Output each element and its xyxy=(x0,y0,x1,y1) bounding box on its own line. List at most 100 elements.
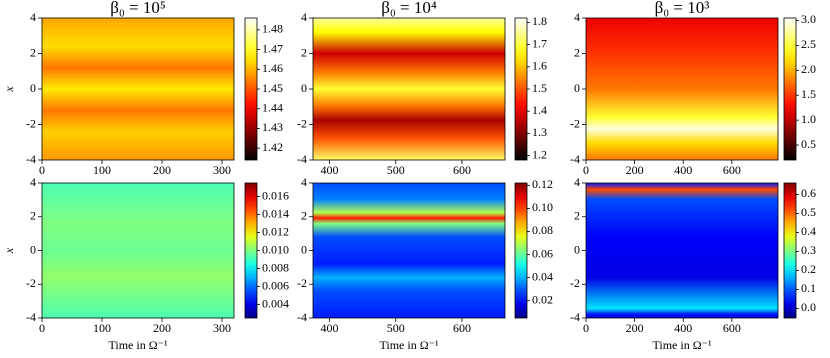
x-tick-label: 200 xyxy=(153,321,171,335)
x-tick-label: 200 xyxy=(626,321,644,335)
x-axis-label: Time in Ω⁻¹ xyxy=(379,338,438,352)
colorbar-tick-label: 0.3 xyxy=(801,243,816,257)
colorbar-tick-label: 0.02 xyxy=(532,292,553,306)
colorbar xyxy=(783,17,797,161)
x-tick-label: 400 xyxy=(321,163,339,177)
colorbar-tick-label: 0.010 xyxy=(262,242,289,256)
y-tick-label: -4 xyxy=(26,152,36,166)
y-tick-label: 0 xyxy=(30,81,36,95)
panel-title: β₀ = 10³ xyxy=(655,0,710,17)
colorbar-tick-label: 0.5 xyxy=(801,205,816,219)
heatmap-image xyxy=(586,183,778,318)
x-tick-label: 500 xyxy=(387,163,405,177)
colorbar-tick-label: 1.0 xyxy=(801,112,816,126)
y-tick-label: 2 xyxy=(30,45,36,59)
y-tick-label: -2 xyxy=(297,276,307,290)
colorbar-tick-label: 1.42 xyxy=(262,140,283,154)
colorbar-tick-label: 0.4 xyxy=(801,224,816,238)
y-tick-label: -4 xyxy=(570,310,580,324)
colorbar-tick-label: 0.04 xyxy=(532,269,553,283)
colorbar xyxy=(514,182,528,319)
heatmap-image xyxy=(586,18,778,160)
colorbar-tick-label: 1.5 xyxy=(532,81,547,95)
y-tick-label: -2 xyxy=(26,116,36,130)
heatmap-image xyxy=(313,183,505,318)
x-axis-label: Time in Ω⁻¹ xyxy=(652,338,711,352)
x-tick-label: 600 xyxy=(723,163,741,177)
colorbar-tick-label: 1.5 xyxy=(801,87,816,101)
x-axis-label: Time in Ω⁻¹ xyxy=(108,338,167,352)
y-tick-label: -4 xyxy=(297,152,307,166)
heatmap-image xyxy=(42,183,234,318)
y-axis-label: x xyxy=(2,86,16,93)
colorbar-tick-label: 0.016 xyxy=(262,188,289,202)
y-tick-label: -2 xyxy=(297,116,307,130)
colorbar-tick-label: 0.014 xyxy=(262,206,289,220)
y-tick-label: -2 xyxy=(26,276,36,290)
y-tick-label: -4 xyxy=(26,310,36,324)
y-tick-label: 2 xyxy=(301,45,307,59)
x-tick-label: 400 xyxy=(674,321,692,335)
y-tick-label: 2 xyxy=(301,209,307,223)
x-tick-label: 0 xyxy=(39,163,45,177)
colorbar-tick-label: 3.0 xyxy=(801,12,816,26)
colorbar-tick-label: 1.47 xyxy=(262,41,283,55)
x-tick-label: 100 xyxy=(93,321,111,335)
colorbar xyxy=(244,17,258,161)
colorbar xyxy=(514,17,528,161)
colorbar-tick-label: 0.2 xyxy=(801,262,816,276)
colorbar-tick-label: 0.5 xyxy=(801,137,816,151)
y-tick-label: -4 xyxy=(297,310,307,324)
colorbar-tick-label: 1.6 xyxy=(532,59,547,73)
colorbar-tick-label: 0.0 xyxy=(801,300,816,314)
x-tick-label: 100 xyxy=(93,163,111,177)
y-tick-label: -2 xyxy=(570,276,580,290)
panel-title: β₀ = 10⁴ xyxy=(381,0,437,17)
colorbar-tick-label: 0.012 xyxy=(262,224,289,238)
colorbar-tick-label: 1.2 xyxy=(532,147,547,161)
colorbar-tick-label: 0.12 xyxy=(532,177,553,191)
colorbar-tick-label: 0.006 xyxy=(262,278,289,292)
y-tick-label: 0 xyxy=(301,81,307,95)
y-tick-label: 0 xyxy=(30,242,36,256)
y-tick-label: 2 xyxy=(574,45,580,59)
colorbar-tick-label: 0.10 xyxy=(532,200,553,214)
colorbar-tick-label: 0.08 xyxy=(532,223,553,237)
x-tick-label: 600 xyxy=(453,321,471,335)
colorbar xyxy=(783,182,797,319)
y-tick-label: 0 xyxy=(574,81,580,95)
y-tick-label: -2 xyxy=(570,116,580,130)
y-tick-label: 0 xyxy=(574,242,580,256)
y-tick-label: 2 xyxy=(30,209,36,223)
y-tick-label: 4 xyxy=(574,10,580,24)
heatmap-image xyxy=(42,18,234,160)
colorbar-tick-label: 1.48 xyxy=(262,22,283,36)
x-tick-label: 600 xyxy=(453,163,471,177)
colorbar-tick-label: 0.6 xyxy=(801,186,816,200)
colorbar-tick-label: 2.5 xyxy=(801,37,816,51)
colorbar-tick-label: 1.46 xyxy=(262,61,283,75)
colorbar-tick-label: 1.44 xyxy=(262,100,283,114)
y-tick-label: 2 xyxy=(574,209,580,223)
colorbar-tick-label: 1.7 xyxy=(532,36,547,50)
x-tick-label: 0 xyxy=(583,163,589,177)
x-tick-label: 0 xyxy=(583,321,589,335)
y-tick-label: 0 xyxy=(301,242,307,256)
x-tick-label: 600 xyxy=(723,321,741,335)
colorbar-tick-label: 1.3 xyxy=(532,125,547,139)
colorbar xyxy=(244,182,258,319)
x-tick-label: 200 xyxy=(153,163,171,177)
x-tick-label: 300 xyxy=(213,163,231,177)
y-tick-label: -4 xyxy=(570,152,580,166)
x-tick-label: 0 xyxy=(39,321,45,335)
x-tick-label: 500 xyxy=(387,321,405,335)
y-tick-label: 4 xyxy=(574,175,580,189)
x-tick-label: 200 xyxy=(626,163,644,177)
colorbar-tick-label: 1.4 xyxy=(532,103,547,117)
x-tick-label: 400 xyxy=(321,321,339,335)
panel-title: β₀ = 10⁵ xyxy=(110,0,166,17)
colorbar-tick-label: 1.8 xyxy=(532,14,547,28)
y-tick-label: 4 xyxy=(30,175,36,189)
colorbar-tick-label: 0.004 xyxy=(262,296,289,310)
